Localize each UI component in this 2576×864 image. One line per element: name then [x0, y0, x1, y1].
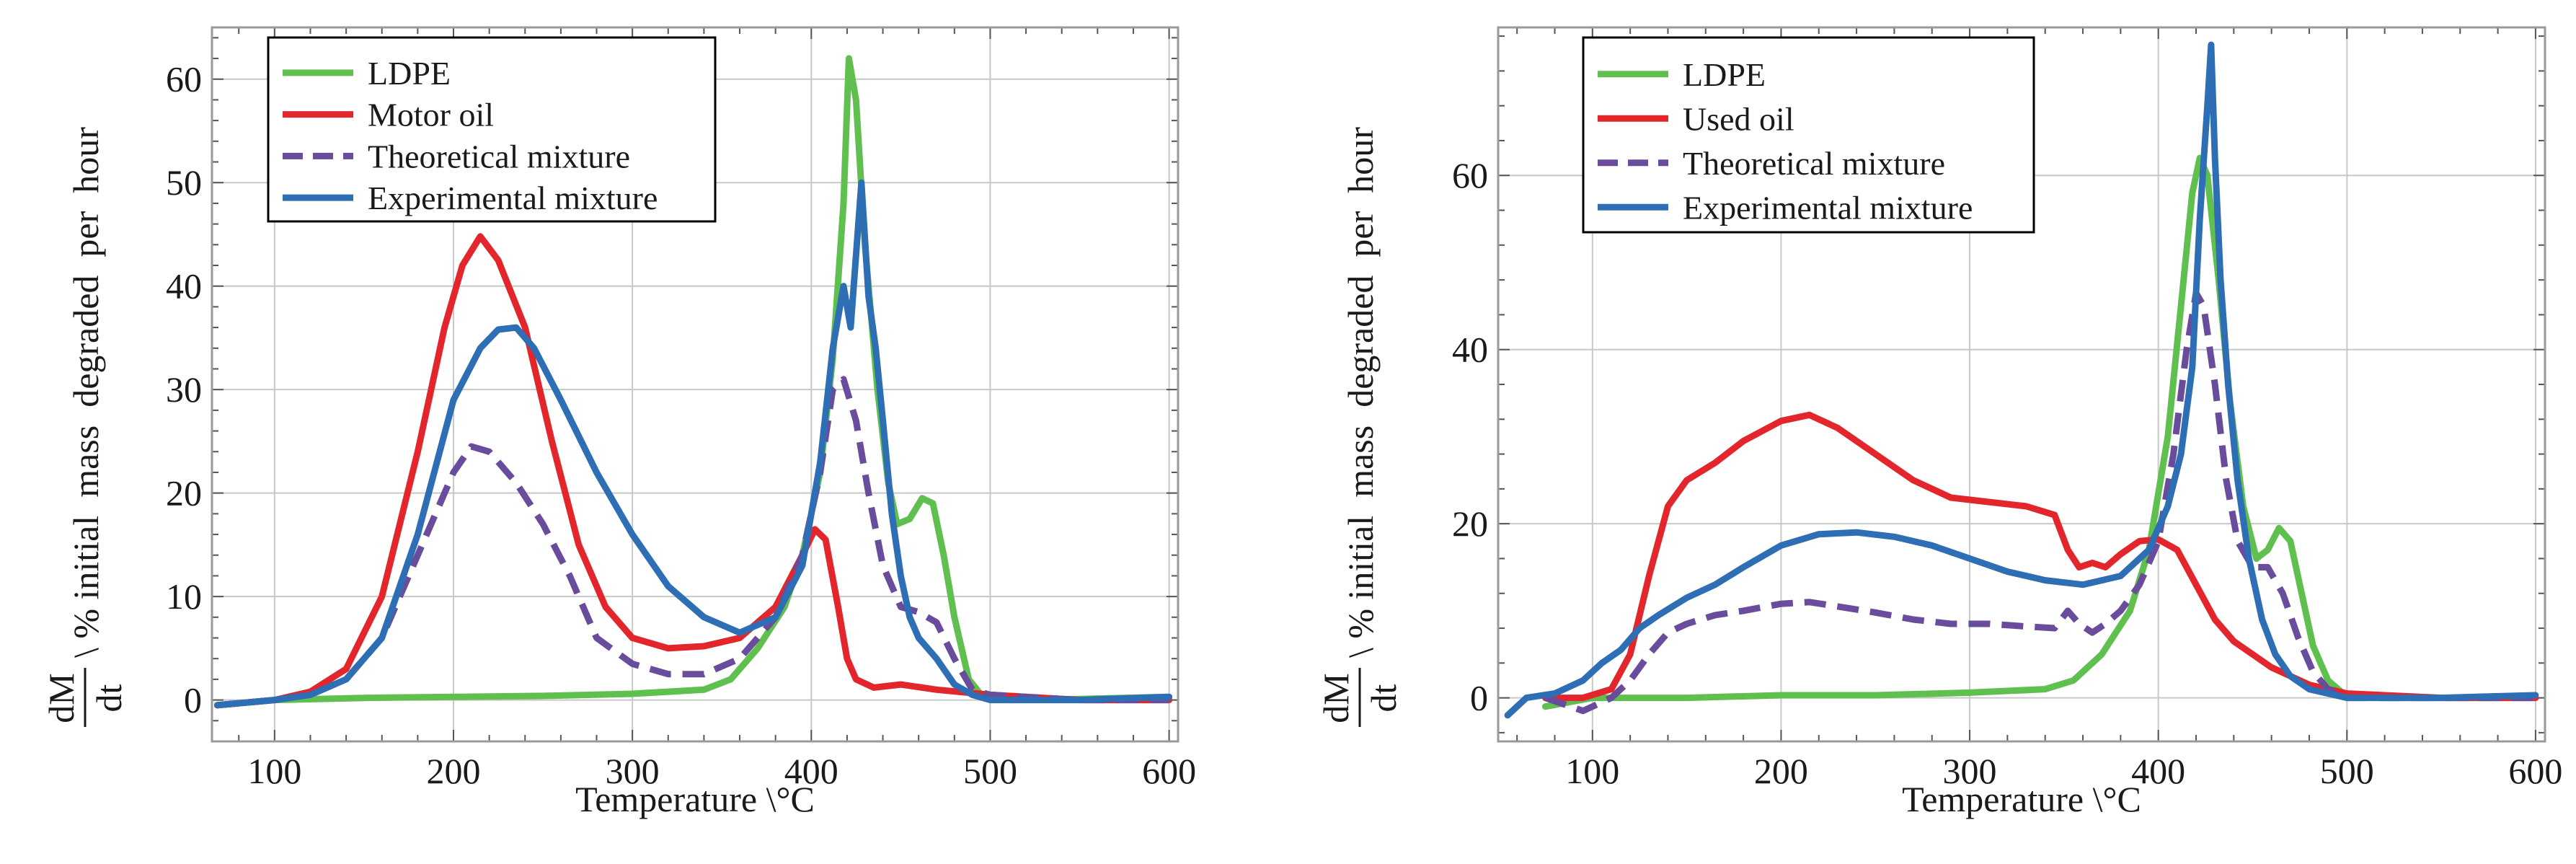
left-y-tick-label: 40: [166, 266, 202, 307]
left-x-tick-label: 300: [606, 751, 660, 791]
right-plot-frame: [1497, 26, 2546, 743]
right-legend-label: Theoretical mixture: [1683, 145, 1945, 182]
right-x-tick-label: 400: [2131, 751, 2185, 791]
left-legend-label: Theoretical mixture: [368, 138, 630, 175]
left-y-tick-label: 30: [166, 369, 202, 410]
left-x-tick-label: 100: [247, 751, 301, 791]
left-ticks: 100 200 300 400 500 600 0 10 20 30 40 50 60: [166, 27, 1196, 791]
right-legend-label: Used oil: [1683, 100, 1794, 137]
right-x-tick-label: 600: [2508, 751, 2562, 791]
left-y-label-text: \ % initial mass degraded per hour: [66, 127, 106, 658]
left-series-ldpe: [213, 55, 1173, 709]
left-x-axis-label: Temperature \°C: [575, 779, 815, 819]
left-y-label-denominator: dt: [89, 684, 129, 712]
right-y-tick-label: 0: [1470, 678, 1488, 718]
left-legend-label: Experimental mixture: [368, 180, 658, 216]
left-series: [213, 55, 1173, 709]
left-legend-entries: LDPE Motor oil Theoretical mixture Experime…: [283, 55, 658, 216]
left-y-label-numerator: dM: [41, 673, 81, 723]
right-series: [1504, 41, 2539, 719]
left-x-tick-label: 600: [1142, 751, 1196, 791]
left-legend: LDPE Motor oil Theoretical mixture Experime…: [267, 36, 717, 223]
left-y-tick-label: 60: [166, 59, 202, 100]
left-plot-frame: [211, 26, 1179, 743]
chart-right: 100 200 300 400 500 600 0 20 40 60 Temperature \°…: [1316, 26, 2562, 819]
right-x-tick-label: 500: [2320, 751, 2374, 791]
right-y-label-numerator: dM: [1316, 673, 1356, 723]
left-y-tick-label: 50: [166, 162, 202, 203]
right-y-label-denominator: dt: [1363, 684, 1404, 712]
right-legend-label: Experimental mixture: [1683, 189, 1973, 226]
left-series-experimental-mixture: [213, 179, 1173, 709]
right-series-experimental-mixture: [1504, 41, 2539, 719]
left-series-motor-oil: [213, 233, 1173, 709]
left-x-tick-label: 400: [784, 751, 838, 791]
left-legend-label: Motor oil: [368, 97, 494, 133]
right-y-label-text: \ % initial mass degraded per hour: [1340, 127, 1381, 658]
right-y-tick-label: 20: [1452, 503, 1488, 544]
left-series-theoretical-mixture: [216, 376, 1169, 709]
left-y-tick-label: 10: [166, 576, 202, 617]
left-y-tick-label: 0: [184, 680, 202, 720]
right-legend: LDPE Used oil Theoretical mixture Experimen…: [1582, 36, 2035, 234]
right-series-used-oil: [1541, 411, 2539, 702]
right-legend-entries: LDPE Used oil Theoretical mixture Experimen…: [1598, 56, 1973, 226]
right-x-tick-label: 100: [1565, 751, 1619, 791]
right-x-axis-label: Temperature \°C: [1902, 779, 2141, 819]
right-series-theoretical-mixture: [1544, 289, 2536, 715]
left-y-axis-label: dM dt \ % initial mass degraded per hour: [41, 127, 129, 727]
right-x-tick-label: 200: [1754, 751, 1808, 791]
left-legend-label: LDPE: [368, 55, 451, 92]
right-y-axis-label: dM dt \ % initial mass degraded per hour: [1316, 127, 1404, 727]
right-x-tick-label: 300: [1943, 751, 1997, 791]
left-x-tick-label: 500: [963, 751, 1017, 791]
left-y-tick-label: 20: [166, 473, 202, 513]
right-legend-box: [1582, 36, 2035, 234]
right-y-tick-label: 60: [1452, 155, 1488, 195]
left-x-tick-label: 200: [427, 751, 481, 791]
right-y-tick-label: 40: [1452, 330, 1488, 370]
left-legend-box: [267, 36, 717, 223]
right-legend-label: LDPE: [1683, 56, 1766, 93]
chart-left: 100 200 300 400 500 600 0 10 20 30 40 50 60 Temperat…: [41, 26, 1196, 819]
